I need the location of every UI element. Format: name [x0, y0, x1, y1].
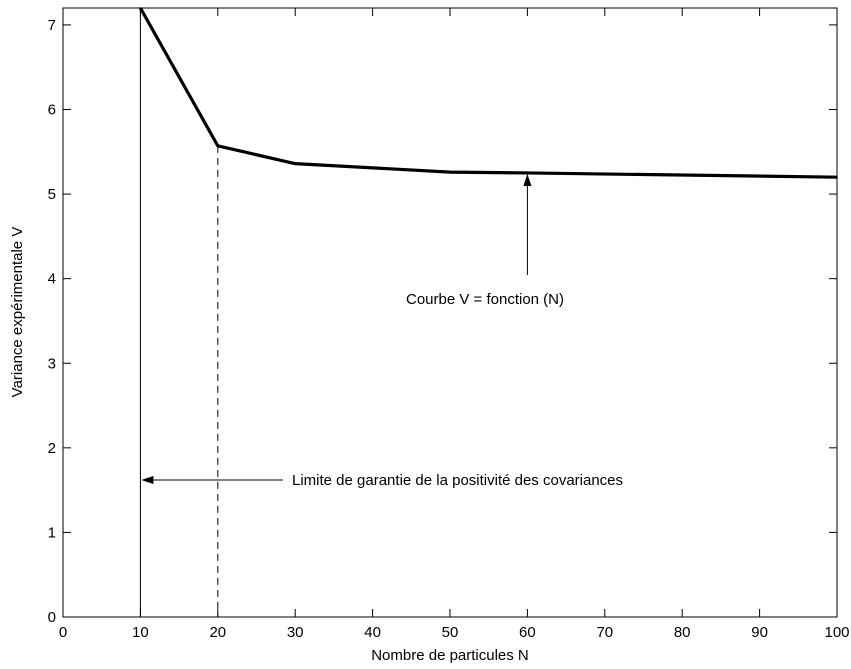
x-tick-label: 80	[674, 624, 691, 641]
annotation-text-limit: Limite de garantie de la positivité des …	[292, 472, 623, 489]
x-tick-label: 10	[132, 624, 149, 641]
y-tick-label: 3	[48, 355, 56, 372]
x-tick-label: 100	[824, 624, 849, 641]
data-point	[449, 171, 451, 173]
x-tick-label: 90	[751, 624, 768, 641]
x-tick-label: 0	[59, 624, 67, 641]
annotations: Courbe V = fonction (N) Limite de garanti…	[141, 173, 623, 489]
y-tick-label: 6	[48, 102, 56, 119]
x-axis-label: Nombre de particules N	[371, 647, 529, 664]
x-tick-label: 70	[596, 624, 613, 641]
data-point	[526, 172, 529, 174]
data-series-line	[139, 7, 838, 179]
x-tick-label: 60	[519, 624, 536, 641]
x-tick-label: 20	[209, 624, 226, 641]
y-axis-label: Variance expérimentale V	[9, 227, 26, 398]
y-tick-label: 2	[48, 440, 56, 457]
x-tick-label: 40	[364, 624, 381, 641]
data-point	[217, 145, 219, 147]
series-group	[139, 7, 838, 179]
axis-ticks: 0 10 20 30 40 50 60 70 80 90 100 0 1 2 3 4 5 6 7	[48, 8, 850, 641]
x-tick-label: 30	[287, 624, 304, 641]
plot-frame	[62, 7, 838, 618]
y-tick-label: 5	[48, 186, 56, 203]
y-tick-label: 7	[48, 17, 56, 34]
reference-lines	[139, 8, 219, 617]
data-point	[139, 7, 142, 9]
annotation-text-curve: Courbe V = fonction (N)	[406, 291, 564, 308]
x-tick-label: 50	[442, 624, 459, 641]
y-tick-label: 1	[48, 524, 56, 541]
y-tick-label: 4	[48, 271, 56, 288]
y-tick-label: 0	[48, 609, 56, 626]
data-point	[294, 162, 297, 165]
data-point	[836, 176, 838, 178]
